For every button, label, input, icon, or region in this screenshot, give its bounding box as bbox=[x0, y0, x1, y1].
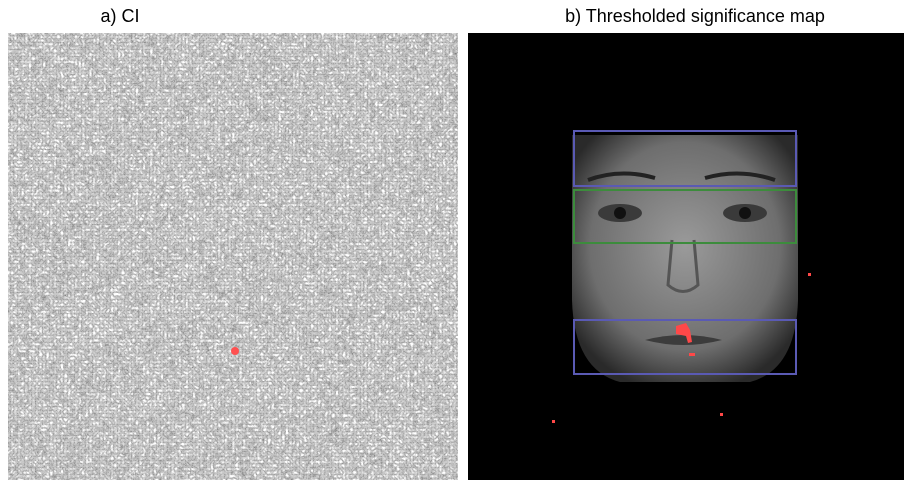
panel-title: b) Thresholded significance map bbox=[565, 6, 825, 26]
significance-spot bbox=[808, 273, 811, 276]
significance-spot bbox=[231, 347, 239, 355]
figure: a) CI b) Thresholded significance map bbox=[0, 0, 906, 481]
significance-spot bbox=[552, 420, 555, 423]
panel-title: a) CI bbox=[100, 6, 139, 26]
significance-spot bbox=[720, 413, 723, 416]
significance-spot bbox=[689, 353, 695, 356]
noise-image bbox=[8, 33, 458, 480]
pupil bbox=[614, 207, 626, 219]
pupil bbox=[739, 207, 751, 219]
